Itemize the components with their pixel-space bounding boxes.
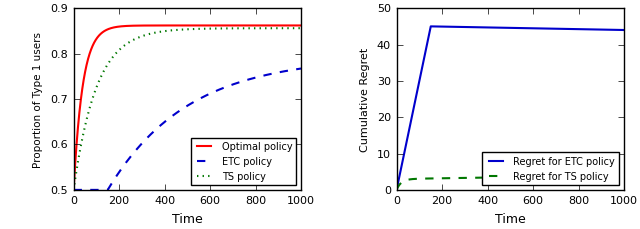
Regret for TS policy xyxy=(480,177,488,179)
TS policy xyxy=(109,56,117,59)
Line: Regret for TS policy: Regret for TS policy xyxy=(397,176,624,190)
X-axis label: Time: Time xyxy=(172,213,203,225)
Regret for ETC policy xyxy=(616,29,623,32)
Regret for TS policy xyxy=(591,175,599,177)
Optimal policy xyxy=(297,25,305,28)
Regret for TS policy xyxy=(419,177,426,180)
ETC policy xyxy=(167,116,175,119)
Regret for ETC policy xyxy=(591,29,599,32)
Regret for TS policy xyxy=(616,174,623,177)
ETC policy xyxy=(157,124,164,127)
Regret for TS policy xyxy=(620,174,628,177)
Optimal policy xyxy=(292,25,300,28)
TS policy xyxy=(268,28,276,30)
Regret for ETC policy xyxy=(480,27,488,30)
Y-axis label: Proportion of Type 1 users: Proportion of Type 1 users xyxy=(33,32,44,167)
Optimal policy xyxy=(109,27,117,30)
Line: Regret for ETC policy: Regret for ETC policy xyxy=(397,27,624,190)
Optimal policy xyxy=(167,25,175,28)
ETC policy xyxy=(268,73,276,76)
Optimal policy xyxy=(70,189,77,191)
TS policy xyxy=(292,28,300,30)
Regret for ETC policy xyxy=(432,26,440,29)
ETC policy xyxy=(70,189,77,191)
Legend: Optimal policy, ETC policy, TS policy: Optimal policy, ETC policy, TS policy xyxy=(191,138,296,185)
Optimal policy xyxy=(268,25,276,28)
Regret for ETC policy xyxy=(393,189,401,191)
Regret for ETC policy xyxy=(427,26,435,29)
Regret for TS policy xyxy=(393,189,401,191)
X-axis label: Time: Time xyxy=(495,213,525,225)
TS policy xyxy=(96,79,104,82)
Regret for TS policy xyxy=(432,177,440,180)
ETC policy xyxy=(292,68,300,71)
Line: TS policy: TS policy xyxy=(74,29,301,190)
TS policy xyxy=(70,189,77,191)
TS policy xyxy=(157,31,164,34)
Optimal policy xyxy=(96,34,104,37)
Line: Optimal policy: Optimal policy xyxy=(74,26,301,190)
ETC policy xyxy=(297,68,305,71)
Regret for ETC policy xyxy=(620,30,628,32)
Legend: Regret for ETC policy, Regret for TS policy: Regret for ETC policy, Regret for TS pol… xyxy=(483,153,619,185)
TS policy xyxy=(297,28,305,30)
ETC policy xyxy=(109,180,117,183)
Regret for TS policy xyxy=(490,176,497,179)
Regret for ETC policy xyxy=(490,27,497,30)
Line: ETC policy: ETC policy xyxy=(74,69,301,190)
Regret for ETC policy xyxy=(419,65,426,68)
ETC policy xyxy=(96,189,104,191)
Y-axis label: Cumulative Regret: Cumulative Regret xyxy=(360,48,370,152)
Optimal policy xyxy=(157,25,164,28)
TS policy xyxy=(167,30,175,33)
